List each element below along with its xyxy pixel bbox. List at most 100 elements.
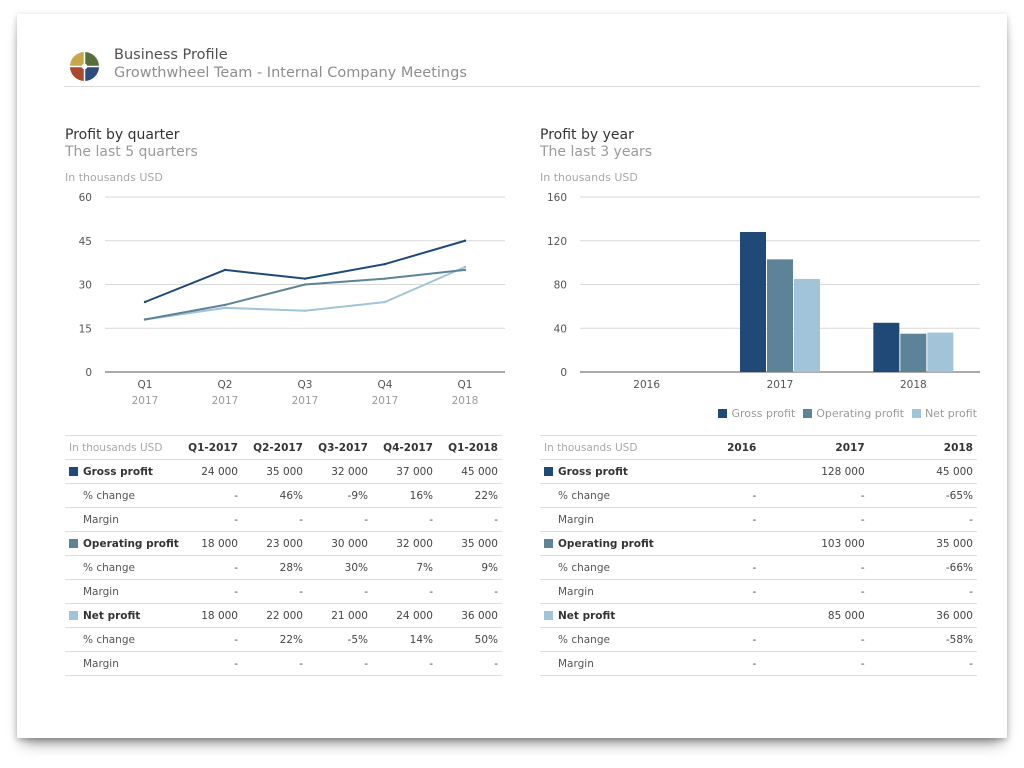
table-cell: 7% bbox=[372, 555, 437, 580]
x-tick-year-label: 2017 bbox=[292, 395, 319, 407]
table-cell: - bbox=[307, 579, 372, 604]
table-row-operating: Operating profit 103 000 35 000 bbox=[540, 531, 977, 556]
table-cell: - bbox=[652, 507, 761, 532]
header-divider bbox=[64, 86, 980, 87]
table-subrow: % change -28% 30% 7% 9% bbox=[65, 555, 502, 580]
y-tick-label: 15 bbox=[79, 323, 92, 335]
bar-net bbox=[927, 332, 954, 372]
table-cell: 103 000 bbox=[760, 531, 869, 556]
quarter-chart-title: Profit by quarter bbox=[65, 127, 180, 143]
column-header: Q1-2018 bbox=[437, 435, 502, 460]
row-label-text: Net profit bbox=[558, 609, 616, 622]
row-label-text: Gross profit bbox=[558, 465, 628, 478]
data-point-operating bbox=[383, 277, 387, 280]
bar-gross bbox=[740, 232, 766, 372]
operating-swatch-icon bbox=[69, 538, 78, 548]
quarter-chart-subtitle: The last 5 quarters bbox=[65, 144, 198, 160]
row-label-text: Margin bbox=[83, 585, 119, 598]
growthwheel-logo-icon bbox=[69, 51, 100, 82]
data-point-net bbox=[223, 306, 227, 310]
table-cell: - bbox=[177, 627, 242, 652]
series-line-gross bbox=[144, 239, 466, 303]
table-cell: 24 000 bbox=[177, 459, 242, 484]
data-point-operating bbox=[303, 283, 307, 286]
x-tick-label: 2018 bbox=[900, 379, 927, 391]
table-cell: 18 000 bbox=[177, 603, 242, 628]
table-cell: 36 000 bbox=[437, 603, 502, 628]
logo-segment bbox=[84, 51, 100, 67]
table-cell: 22 000 bbox=[242, 603, 307, 628]
table-subrow: Margin - - - bbox=[540, 651, 977, 676]
legend-item-gross: Gross profit bbox=[718, 407, 795, 420]
table-cell: - bbox=[307, 507, 372, 532]
table-cell: 16% bbox=[372, 483, 437, 508]
row-label: % change bbox=[540, 483, 652, 508]
table-cell: 46% bbox=[242, 483, 307, 508]
quarter-chart-unit: In thousands USD bbox=[65, 171, 163, 184]
table-subrow: Margin - - - - - bbox=[65, 579, 502, 604]
table-row-net: Net profit 85 000 36 000 bbox=[540, 603, 977, 628]
table-cell: - bbox=[868, 579, 977, 604]
y-tick-label: 40 bbox=[554, 323, 567, 335]
table-subrow: Margin - - - - - bbox=[65, 651, 502, 676]
table-subrow: % change - - -58% bbox=[540, 627, 977, 652]
table-cell: 24 000 bbox=[372, 603, 437, 628]
row-label-text: % change bbox=[83, 489, 135, 502]
table-cell: 23 000 bbox=[242, 531, 307, 556]
row-label: % change bbox=[540, 555, 652, 580]
table-cell: - bbox=[177, 507, 242, 532]
bar-operating bbox=[767, 259, 793, 372]
row-label: % change bbox=[540, 627, 652, 652]
legend-item-net: Net profit bbox=[911, 407, 977, 420]
data-point-gross bbox=[463, 239, 467, 242]
y-tick-label: 45 bbox=[79, 236, 92, 248]
row-label: Operating profit bbox=[65, 531, 179, 556]
row-label-text: % change bbox=[558, 489, 610, 502]
row-label-text: Operating profit bbox=[558, 537, 654, 550]
table-cell: - bbox=[177, 483, 242, 508]
logo-segment bbox=[84, 66, 100, 82]
gross-swatch-icon bbox=[544, 466, 553, 476]
row-label: Margin bbox=[65, 651, 177, 676]
column-header: Q3-2017 bbox=[307, 435, 372, 460]
table-cell: 18 000 bbox=[177, 531, 242, 556]
table-header-row: In thousands USD 2016 2017 2018 bbox=[540, 435, 977, 460]
table-cell: - bbox=[760, 555, 869, 580]
x-tick-label: Q1 bbox=[458, 379, 473, 391]
table-unit-label: In thousands USD bbox=[65, 435, 177, 460]
table-cell: 9% bbox=[437, 555, 502, 580]
table-cell: 45 000 bbox=[437, 459, 502, 484]
x-tick-year-label: 2017 bbox=[132, 395, 159, 407]
legend-item-operating: Operating profit bbox=[803, 407, 904, 420]
row-label: Margin bbox=[65, 507, 177, 532]
table-subrow: Margin - - - bbox=[540, 579, 977, 604]
operating-swatch-icon bbox=[803, 409, 813, 418]
gross-swatch-icon bbox=[69, 466, 78, 476]
table-cell: 50% bbox=[437, 627, 502, 652]
logo-segment bbox=[69, 51, 85, 67]
x-tick-year-label: 2017 bbox=[372, 395, 399, 407]
y-tick-label: 120 bbox=[547, 236, 567, 248]
table-row-net: Net profit 18 000 22 000 21 000 24 000 36 000 bbox=[65, 603, 502, 628]
table-cell: - bbox=[652, 627, 761, 652]
table-cell: - bbox=[760, 507, 869, 532]
year-chart-subtitle: The last 3 years bbox=[540, 144, 653, 160]
x-tick-label: Q2 bbox=[218, 379, 233, 391]
year-chart-title: Profit by year bbox=[540, 127, 634, 143]
table-cell: 35 000 bbox=[868, 531, 977, 556]
row-label: Margin bbox=[65, 579, 177, 604]
x-tick-label: Q1 bbox=[138, 379, 153, 391]
row-label-text: % change bbox=[558, 633, 610, 646]
table-cell: - bbox=[177, 651, 242, 676]
row-label-text: % change bbox=[83, 561, 135, 574]
gross-swatch-icon bbox=[718, 409, 728, 418]
year-data-table: In thousands USD 2016 2017 2018 Gross pr… bbox=[540, 435, 977, 676]
y-tick-label: 0 bbox=[85, 367, 92, 379]
data-point-gross bbox=[383, 262, 387, 266]
table-cell: - bbox=[177, 579, 242, 604]
table-cell: 32 000 bbox=[307, 459, 372, 484]
table-unit-label: In thousands USD bbox=[540, 435, 652, 460]
document-subtitle: Growthwheel Team - Internal Company Meet… bbox=[114, 65, 467, 81]
bar-net bbox=[794, 279, 820, 372]
table-cell: -58% bbox=[868, 627, 977, 652]
